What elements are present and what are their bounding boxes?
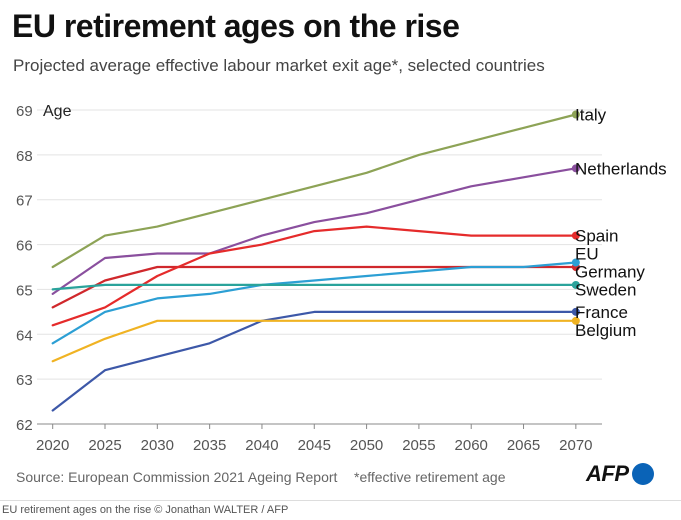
series-line-germany [51,225,577,327]
series-line-netherlands [51,167,577,295]
footnote: *effective retirement age [354,469,506,485]
x-tick-label: 2030 [141,437,174,454]
y-tick-label: 64 [16,327,33,344]
series-end-marker-belgium [571,316,580,325]
x-tick-label: 2065 [507,437,540,454]
x-tick-label: 2050 [350,437,383,454]
y-tick-label: 62 [16,417,33,434]
source-note: Source: European Commission 2021 Ageing … [16,469,338,485]
series-label-germany: Germany [575,262,645,281]
series-line-sweden [51,283,577,291]
y-tick-label: 63 [16,372,33,389]
y-tick-label: 65 [16,282,33,299]
x-tick-label: 2020 [36,437,69,454]
series-label-belgium: Belgium [575,321,636,340]
afp-logo-text: AFP [586,461,629,486]
series-label-eu: EU [575,245,599,264]
x-tick-label: 2035 [193,437,226,454]
series-line-belgium [51,319,577,363]
x-tick-label: 2025 [88,437,121,454]
y-tick-label: 69 [16,103,33,120]
series-end-marker-netherlands [571,164,580,173]
series-end-marker-eu [571,258,580,267]
y-tick-label: 68 [16,148,33,165]
image-caption: EU retirement ages on the rise © Jonatha… [0,500,681,520]
series-label-italy: Italy [575,105,607,124]
series-line-italy [51,113,577,269]
line-chart: 62 63 64 65 66 67 68 69 Age 2020 2025 2030 2035 204… [16,103,667,454]
x-tick-label: 2070 [559,437,592,454]
chart-title: EU retirement ages on the rise [12,8,460,44]
series-label-netherlands: Netherlands [575,159,667,178]
chart-subtitle: Projected average effective labour marke… [13,56,545,75]
x-axis: 2020 2025 2030 2035 2040 2045 2050 2055 2060 2065… [36,423,602,454]
y-tick-label: 66 [16,238,33,255]
series-label-sweden: Sweden [575,280,636,299]
x-tick-label: 2060 [455,437,488,454]
series-end-marker-italy [571,110,580,119]
x-tick-label: 2040 [245,437,278,454]
y-axis-label: Age [43,103,72,120]
series-label-france: France [575,303,628,322]
y-tick-label: 67 [16,193,33,210]
series-label-spain: Spain [575,227,618,246]
series-line-spain [51,265,577,309]
gridlines [37,109,602,380]
x-tick-label: 2045 [298,437,331,454]
series-end-marker-france [571,307,580,316]
series-lines [51,110,580,412]
afp-dot-icon [631,463,654,485]
series-end-marker-germany [571,231,580,240]
afp-logo: AFP [586,458,654,490]
series-end-marker-sweden [571,280,580,289]
series-line-france [51,310,577,412]
series-line-eu [51,261,577,345]
y-axis-ticks: 62 63 64 65 66 67 68 69 [16,103,33,434]
x-tick-label: 2055 [402,437,435,454]
